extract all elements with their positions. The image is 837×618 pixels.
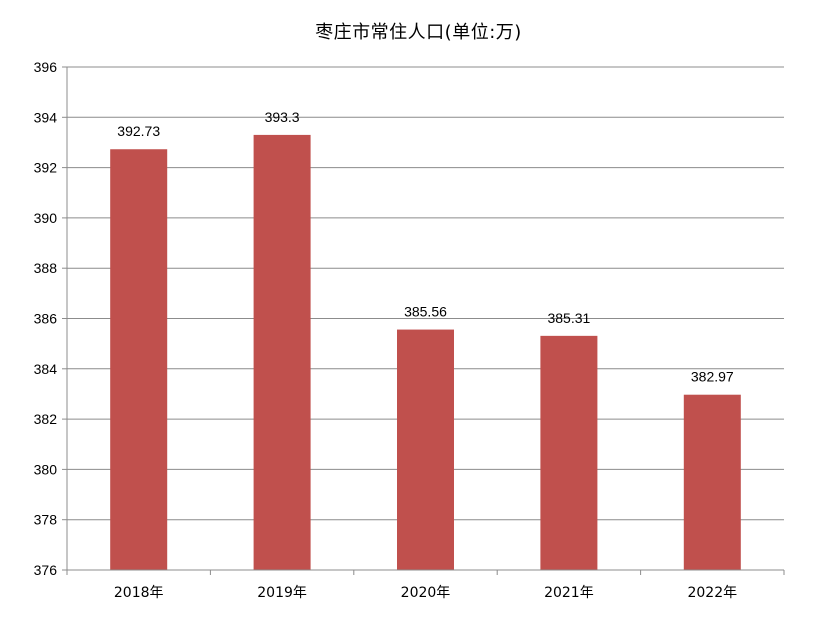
y-tick-label: 394 (34, 109, 58, 125)
bar-2021年 (540, 335, 598, 570)
y-tick-label: 380 (34, 461, 58, 477)
bar-2019年 (253, 134, 311, 570)
x-category-label: 2022年 (687, 585, 737, 601)
y-tick-label: 384 (34, 361, 58, 377)
data-label: 393.3 (265, 109, 300, 125)
chart-title: 枣庄市常住人口(单位:万) (315, 22, 522, 43)
y-tick-label: 382 (34, 411, 58, 427)
bars (110, 134, 741, 571)
labels: 376 378 380 382 384 386 388 390 392 394 396 392.73 2… (34, 59, 737, 601)
x-category-label: 2019年 (257, 585, 307, 601)
data-label: 392.73 (117, 123, 160, 139)
x-category-label: 2018年 (114, 585, 164, 601)
data-label: 385.31 (547, 310, 590, 326)
x-category-label: 2021年 (544, 585, 594, 601)
bar-2022年 (683, 394, 741, 570)
data-label: 385.56 (404, 304, 447, 320)
y-tick-label: 390 (34, 210, 58, 226)
axes (62, 66, 785, 575)
y-tick-label: 378 (34, 512, 58, 528)
x-category-label: 2020年 (401, 585, 451, 601)
bar-2018年 (110, 149, 168, 571)
bar-2020年 (397, 329, 454, 570)
y-tick-label: 376 (34, 562, 58, 578)
y-tick-label: 392 (34, 160, 58, 176)
y-tick-label: 388 (34, 260, 58, 276)
y-tick-label: 396 (34, 59, 58, 75)
y-tick-label: 386 (34, 311, 58, 327)
data-label: 382.97 (691, 369, 734, 385)
